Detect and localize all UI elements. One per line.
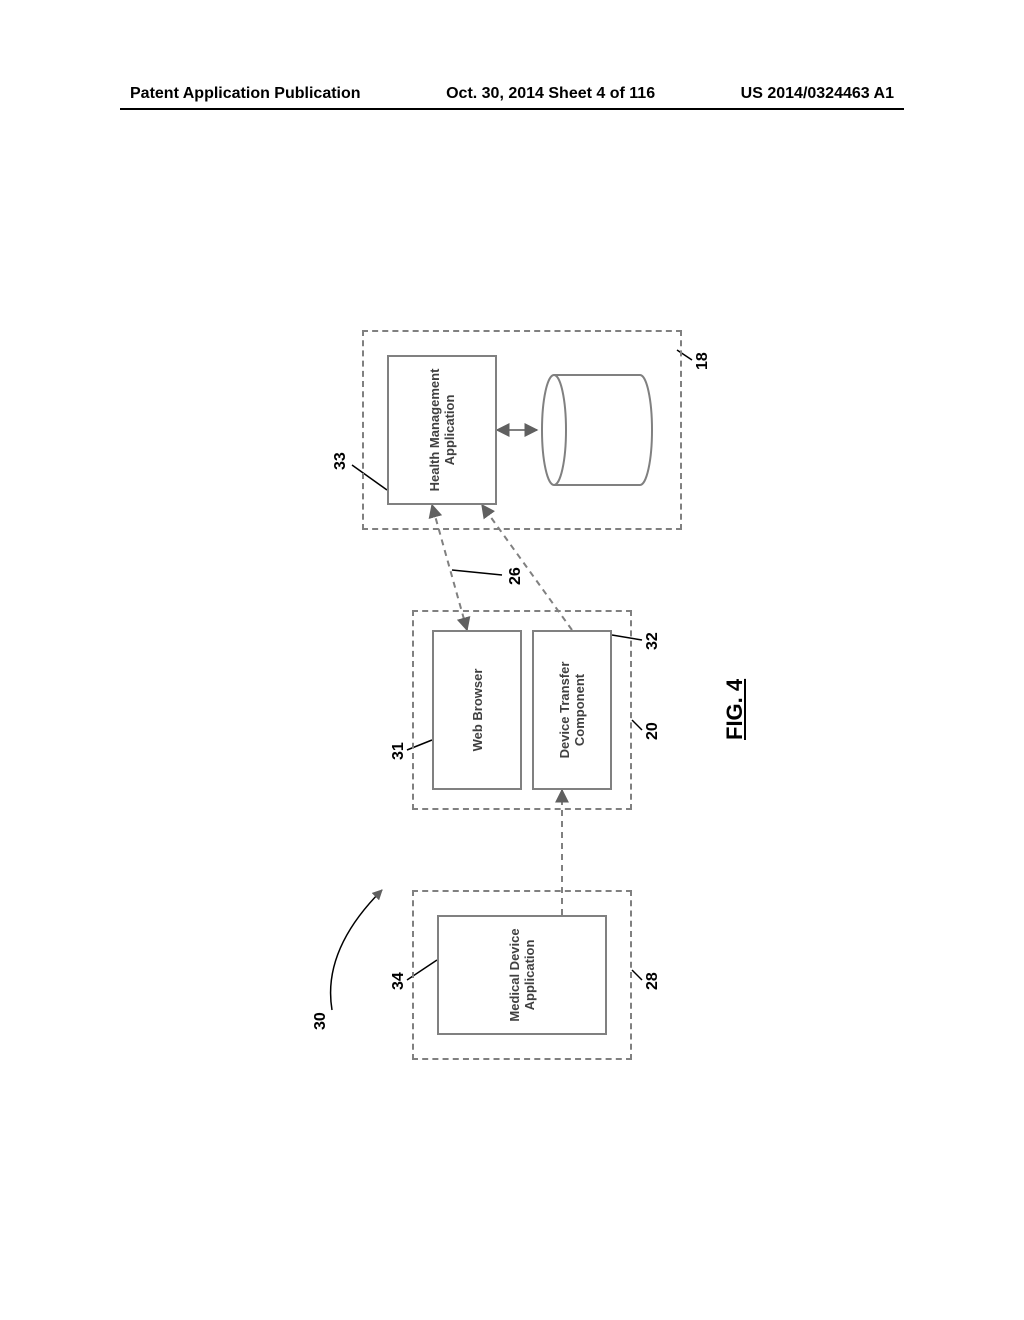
leader-20 <box>632 720 642 730</box>
ref-32: 32 <box>644 632 662 650</box>
page-header: Patent Application Publication Oct. 30, … <box>0 85 1024 103</box>
ref-26: 26 <box>507 567 525 585</box>
leader-26 <box>452 570 502 575</box>
ref-31: 31 <box>390 742 408 760</box>
leader-30 <box>331 890 382 1010</box>
ref-28: 28 <box>644 972 662 990</box>
ref-30: 30 <box>312 1012 330 1030</box>
box-device_transfer: Device Transfer Component <box>532 630 612 790</box>
leader-28 <box>632 970 642 980</box>
diagram-canvas: FIG. 4 Medical Device Application Web Bro… <box>252 310 772 1090</box>
header-rule <box>120 108 904 110</box>
ref-18: 18 <box>694 352 712 370</box>
ref-20: 20 <box>644 722 662 740</box>
ref-33: 33 <box>332 452 350 470</box>
header-center: Oct. 30, 2014 Sheet 4 of 116 <box>446 85 655 103</box>
box-web_browser: Web Browser <box>432 630 522 790</box>
diagram-viewport: FIG. 4 Medical Device Application Web Bro… <box>120 200 904 1200</box>
box-medical_device: Medical Device Application <box>437 915 607 1035</box>
ref-34: 34 <box>390 972 408 990</box>
box-health_mgmt: Health Management Application <box>387 355 497 505</box>
figure-label: FIG. 4 <box>722 679 748 740</box>
header-left: Patent Application Publication <box>130 85 361 103</box>
header-right: US 2014/0324463 A1 <box>741 85 894 103</box>
